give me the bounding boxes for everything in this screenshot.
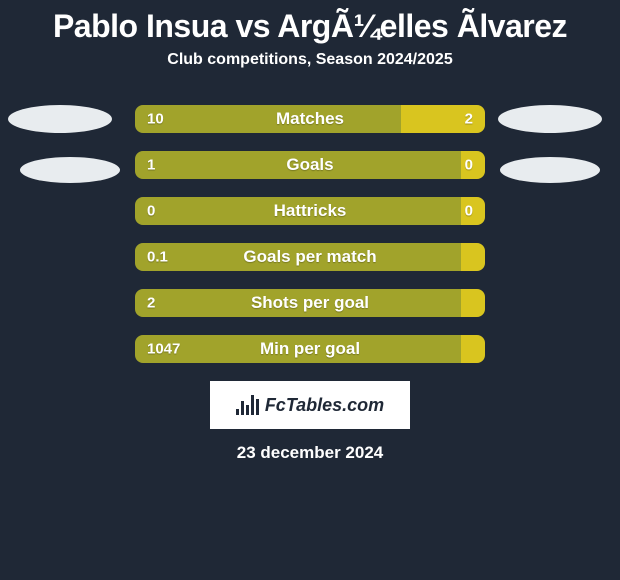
- stat-label: Shots per goal: [135, 293, 485, 313]
- stat-label: Goals per match: [135, 247, 485, 267]
- stat-row: 1047Min per goal: [135, 335, 485, 363]
- stat-row: 2Shots per goal: [135, 289, 485, 317]
- logo-bars-icon: [236, 395, 259, 415]
- date-label: 23 december 2024: [0, 443, 620, 463]
- comparison-chart: 102Matches 10Goals 00Hattricks 0.1Goals per…: [0, 105, 620, 363]
- player-placeholder-ellipse: [20, 157, 120, 183]
- stat-row: 00Hattricks: [135, 197, 485, 225]
- stat-bars: 102Matches 10Goals 00Hattricks 0.1Goals per…: [135, 105, 485, 363]
- player-placeholder-ellipse: [498, 105, 602, 133]
- stat-label: Hattricks: [135, 201, 485, 221]
- fctables-logo: FcTables.com: [210, 381, 410, 429]
- logo-text: FcTables.com: [265, 395, 384, 416]
- player-placeholder-ellipse: [500, 157, 600, 183]
- player-placeholder-ellipse: [8, 105, 112, 133]
- stat-row: 102Matches: [135, 105, 485, 133]
- stat-label: Matches: [135, 109, 485, 129]
- page-subtitle: Club competitions, Season 2024/2025: [0, 51, 620, 69]
- stat-row: 0.1Goals per match: [135, 243, 485, 271]
- stat-label: Min per goal: [135, 339, 485, 359]
- stat-row: 10Goals: [135, 151, 485, 179]
- page-title: Pablo Insua vs ArgÃ¼elles Ãlvarez: [0, 0, 620, 45]
- stat-label: Goals: [135, 155, 485, 175]
